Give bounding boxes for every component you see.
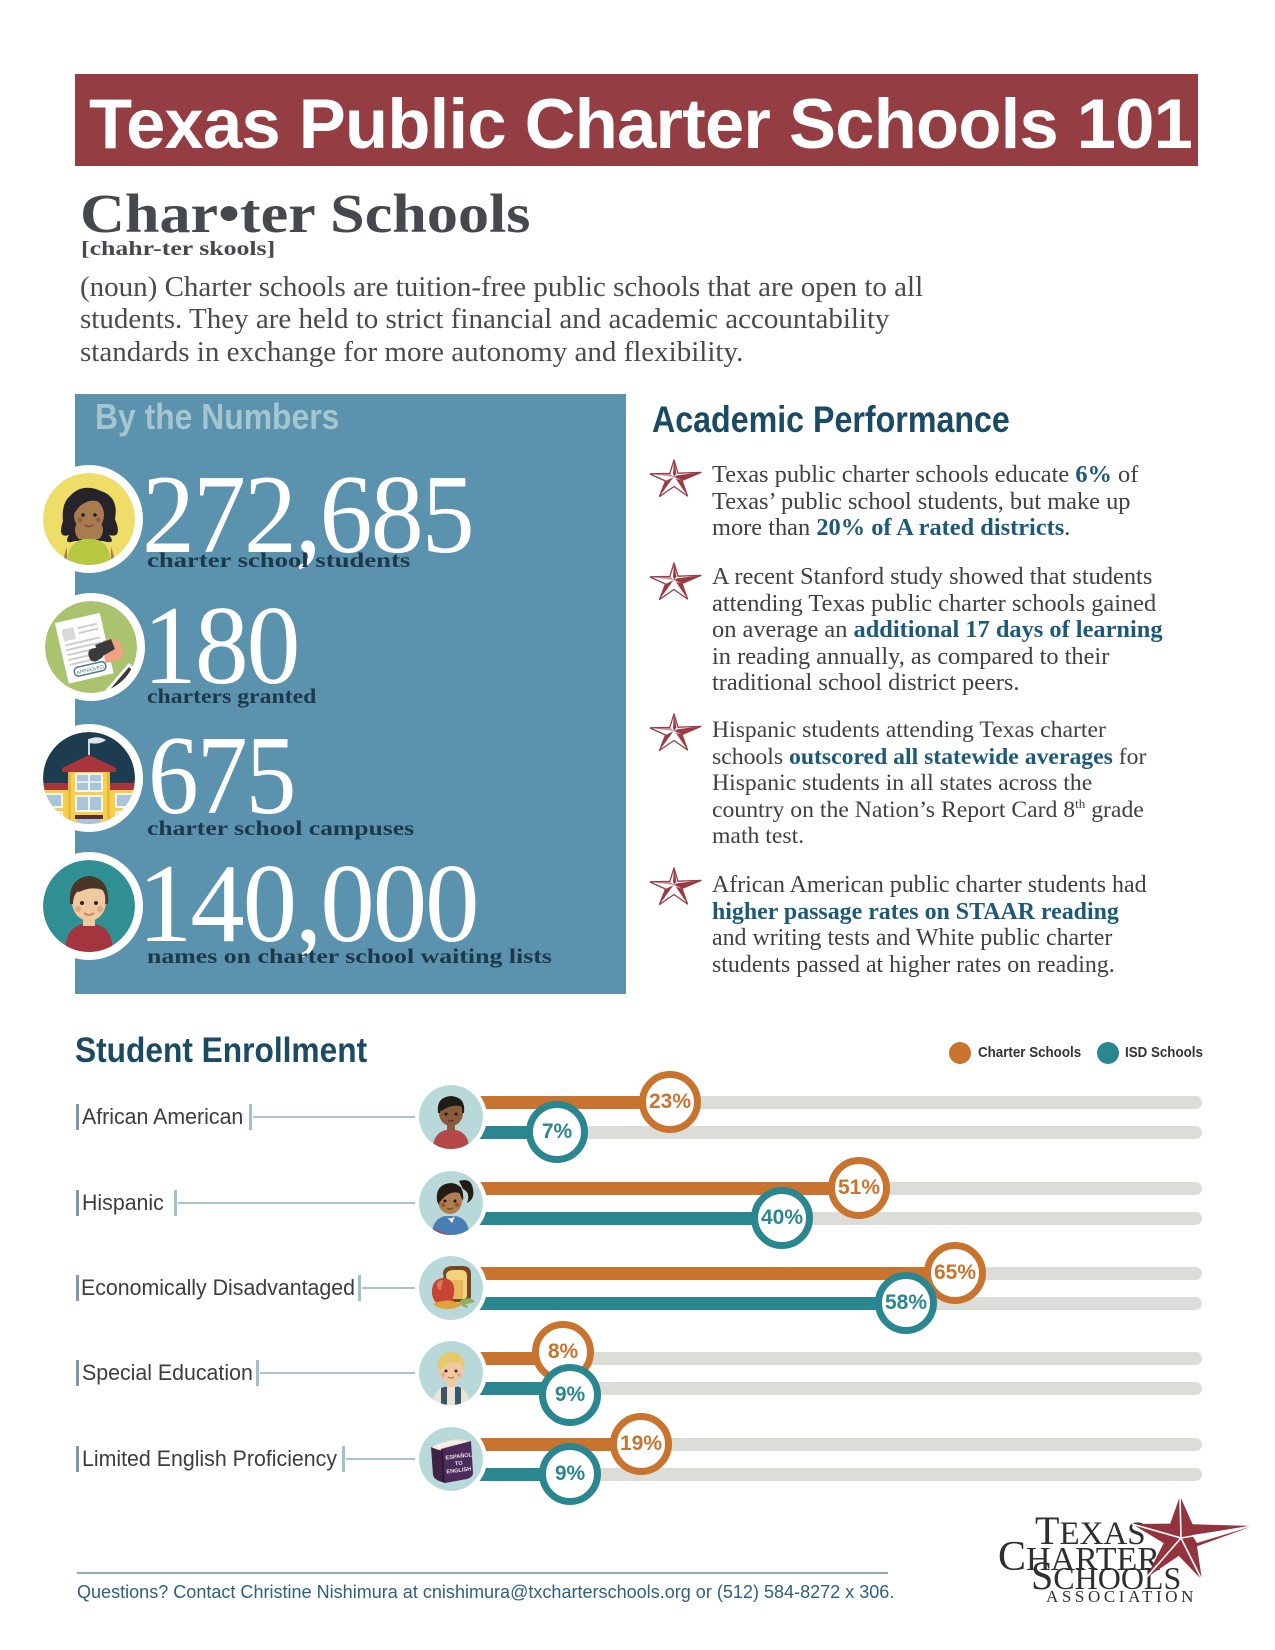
svg-text:TEXAS: TEXAS bbox=[1035, 1508, 1146, 1553]
svg-text:CHARTER: CHARTER bbox=[998, 1534, 1160, 1580]
svg-text:SCHOOLS: SCHOOLS bbox=[1031, 1553, 1181, 1598]
svg-text:ASSOCIATION: ASSOCIATION bbox=[1046, 1587, 1197, 1606]
